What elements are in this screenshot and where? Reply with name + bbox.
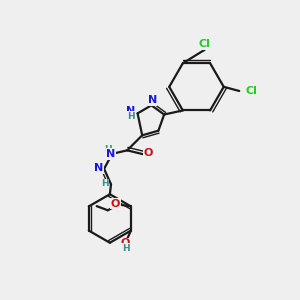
Text: O: O [121, 238, 130, 248]
Text: H: H [104, 145, 112, 154]
Text: O: O [144, 148, 153, 158]
Text: N: N [106, 149, 116, 159]
Text: Cl: Cl [246, 86, 258, 96]
Text: Cl: Cl [199, 39, 211, 49]
Text: N: N [94, 163, 103, 173]
Text: N: N [148, 95, 157, 105]
Text: H: H [122, 244, 129, 253]
Text: O: O [111, 199, 120, 209]
Text: H: H [127, 112, 134, 121]
Text: H: H [101, 179, 108, 188]
Text: N: N [126, 106, 135, 116]
